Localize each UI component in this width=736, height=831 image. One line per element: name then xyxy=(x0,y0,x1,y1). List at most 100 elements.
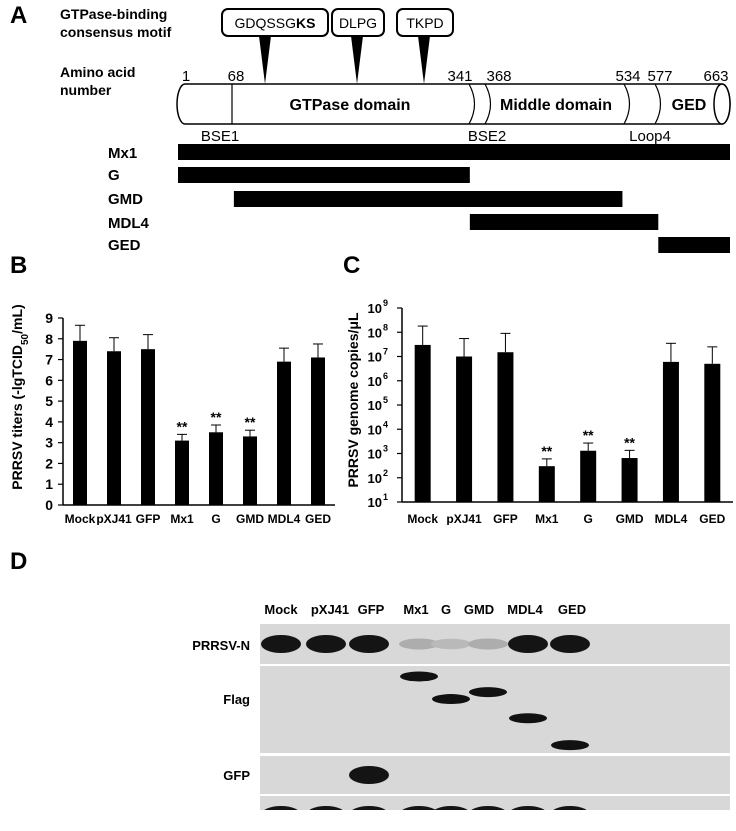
blot-lane-label: pXJ41 xyxy=(311,602,349,617)
blot-lane-label: G xyxy=(441,602,451,617)
chart-b-ytick-label: 7 xyxy=(45,352,53,368)
panel-label-d: D xyxy=(10,548,28,575)
chart-c-ylabel: PRRSV genome copies/μL xyxy=(345,312,361,487)
chart-c-ytick-label: 10 xyxy=(368,350,382,365)
chart-b-xtick-label: G xyxy=(211,512,220,525)
construct-bar-g xyxy=(178,167,470,183)
chart-c-bar-gfp xyxy=(497,352,514,502)
blot-strip xyxy=(260,796,730,810)
aa-title-line2: number xyxy=(60,82,112,98)
chart-b: PRRSV titers (-lgTCID50/mL) 0 1 2 3 4 5 6 7 8 9 Mo… xyxy=(9,304,335,525)
chart-b-bar-mock xyxy=(73,340,87,505)
construct-bar-ged xyxy=(658,237,730,253)
chart-c-ytick-exponent: 8 xyxy=(383,322,388,332)
blot-row-label: Flag xyxy=(223,692,250,707)
chart-c-bar-mock xyxy=(414,344,431,502)
construct-bar-gmd xyxy=(233,191,623,207)
blot-strip xyxy=(260,666,730,753)
chart-b-xtick-label: GFP xyxy=(136,512,161,525)
chart-c-bar-mdl4 xyxy=(662,361,679,502)
chart-b-significance: ** xyxy=(245,414,256,430)
aa-number-663: 663 xyxy=(703,68,728,85)
chart-c-ytick-label: 10 xyxy=(368,422,382,437)
chart-b-xtick-label: GMD xyxy=(236,512,264,525)
chart-b-bar-gmd xyxy=(243,436,257,505)
chart-b-xtick-label: Mock xyxy=(65,512,96,525)
blot-row-label: PRRSV-N xyxy=(192,638,250,653)
panel-label-c: C xyxy=(343,252,361,279)
chart-b-ytick-label: 8 xyxy=(45,331,53,347)
bse1-label: BSE1 xyxy=(201,128,239,145)
chart-c-xtick-label: MDL4 xyxy=(655,512,688,525)
chart-b-significance: ** xyxy=(211,409,222,425)
blot-band xyxy=(309,806,343,810)
chart-b-xtick-label: GED xyxy=(305,512,331,525)
construct-bar-mx1 xyxy=(178,144,730,160)
blot-row-label: GFP xyxy=(223,768,250,783)
motif-label-2: DLPG xyxy=(339,15,377,31)
chart-b-ytick-label: 6 xyxy=(45,372,53,388)
blot-band xyxy=(306,635,346,653)
chart-b-xtick-label: MDL4 xyxy=(268,512,301,525)
blot-band xyxy=(349,635,389,653)
chart-c-ytick-label: 10 xyxy=(368,325,382,340)
motif-title-line2: consensus motif xyxy=(60,24,172,40)
chart-b-bar-mdl4 xyxy=(277,361,291,505)
chart-c-bar-g xyxy=(580,450,597,502)
domain-label-middle: Middle domain xyxy=(500,97,612,114)
blot-band xyxy=(402,806,436,810)
blot-strip xyxy=(260,756,730,794)
aa-title-line1: Amino acid xyxy=(60,64,136,80)
blot-band xyxy=(508,635,548,653)
chart-c-ytick-exponent: 2 xyxy=(383,468,388,478)
blot-band xyxy=(551,740,589,751)
construct-bar-mdl4 xyxy=(469,214,659,230)
chart-b-ylabel: PRRSV titers (-lgTCID50/mL) xyxy=(9,304,31,489)
domain-label-ged: GED xyxy=(672,97,707,114)
chart-b-ytick-label: 5 xyxy=(45,393,53,409)
blot-band xyxy=(349,766,389,784)
bse2-label: BSE2 xyxy=(468,128,506,145)
aa-number-68: 68 xyxy=(228,68,245,85)
chart-c-ytick-exponent: 5 xyxy=(383,395,388,405)
chart-c-bar-pxj41 xyxy=(456,356,473,502)
chart-c-bar-gmd xyxy=(621,458,638,502)
blot-lane-label: GED xyxy=(558,602,586,617)
panel-label-a: A xyxy=(10,2,28,29)
aa-number-341: 341 xyxy=(447,68,472,85)
chart-c-xtick-label: pXJ41 xyxy=(446,512,482,525)
chart-c-significance: ** xyxy=(583,427,594,443)
chart-c-ytick-exponent: 1 xyxy=(383,492,388,502)
chart-c-ytick-label: 10 xyxy=(368,301,382,316)
domain-label-gtpase: GTPase domain xyxy=(290,97,411,114)
chart-c-ytick-exponent: 9 xyxy=(383,298,388,308)
chart-c-xtick-label: Mock xyxy=(407,512,438,525)
blot-band xyxy=(434,806,468,810)
chart-c-ytick-exponent: 7 xyxy=(383,347,388,357)
chart-b-bar-ged xyxy=(311,357,325,505)
blot-band xyxy=(469,687,507,698)
construct-bars xyxy=(178,144,730,253)
chart-c-significance: ** xyxy=(624,434,635,450)
chart-c-ytick-label: 10 xyxy=(368,398,382,413)
construct-label-g: G xyxy=(108,167,120,184)
construct-label-gmd: GMD xyxy=(108,191,143,208)
motif-callout-3: TKPD xyxy=(396,8,454,84)
chart-c-ytick-exponent: 6 xyxy=(383,371,388,381)
chart-c-xtick-label: GED xyxy=(699,512,725,525)
chart-b-ytick-label: 3 xyxy=(45,435,53,451)
chart-c-xtick-label: Mx1 xyxy=(535,512,559,525)
aa-number-577: 577 xyxy=(647,68,672,85)
motif-callout-2: DLPG xyxy=(331,8,385,84)
blot-band xyxy=(352,806,386,810)
blot-lane-label: Mx1 xyxy=(403,602,428,617)
chart-c-significance: ** xyxy=(541,443,552,459)
chart-c-xtick-label: GMD xyxy=(616,512,644,525)
blot-band xyxy=(553,806,587,810)
motif-title-line1: GTPase-binding xyxy=(60,6,168,22)
blot-band xyxy=(509,713,547,724)
blot-lane-label: GMD xyxy=(464,602,494,617)
chart-c-ytick-exponent: 3 xyxy=(383,444,388,454)
protein-cylinder xyxy=(176,83,731,125)
western-blot: Mock pXJ41 GFP Mx1 G GMD MDL4 GED PRRSV-N Flag GFP… xyxy=(192,602,730,810)
